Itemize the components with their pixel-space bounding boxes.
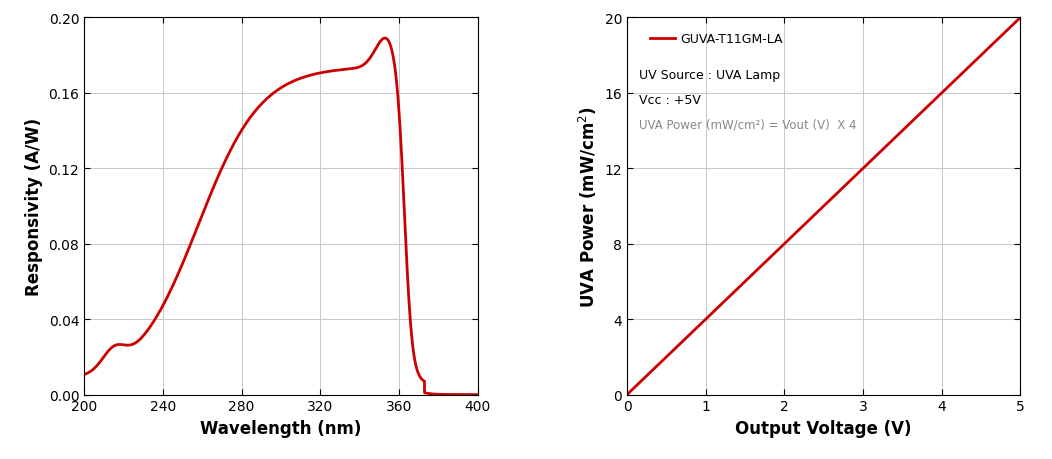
GUVA-T11GM-LA [694,322,707,328]
X-axis label: Wavelength (nm): Wavelength (nm) [200,419,362,437]
Text: Vcc : +5V: Vcc : +5V [639,94,701,106]
GUVA-T11GM-LA [621,392,633,397]
GUVA-T11GM-LA [726,292,739,297]
Y-axis label: Responsivity (A/W): Responsivity (A/W) [25,118,43,296]
Text: UVA Power (mW/cm²) = Vout (V)  X 4: UVA Power (mW/cm²) = Vout (V) X 4 [639,118,856,131]
GUVA-T11GM-LA [1014,16,1027,21]
GUVA-T11GM-LA [645,369,658,375]
X-axis label: Output Voltage (V): Output Voltage (V) [735,419,912,437]
Line: GUVA-T11GM-LA: GUVA-T11GM-LA [627,18,1020,395]
GUVA-T11GM-LA [980,48,993,53]
Legend: GUVA-T11GM-LA: GUVA-T11GM-LA [645,28,788,51]
GUVA-T11GM-LA [994,34,1007,40]
GUVA-T11GM-LA [636,377,649,382]
Text: UV Source : UVA Lamp: UV Source : UVA Lamp [639,69,780,82]
Y-axis label: UVA Power (mW/cm$^2$): UVA Power (mW/cm$^2$) [576,106,599,308]
